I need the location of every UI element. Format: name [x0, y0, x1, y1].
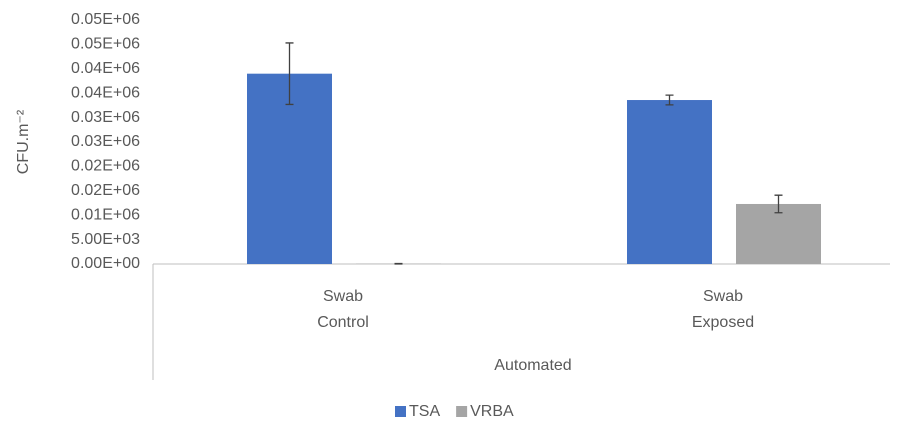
error-bar: [774, 194, 783, 214]
error-bar: [285, 42, 294, 106]
y-tick-label: 0.00E+00: [71, 255, 140, 272]
x-tick-label: Control: [317, 314, 369, 331]
y-tick-label: 0.01E+06: [71, 206, 140, 223]
y-axis-label: CFU.m⁻²: [15, 109, 32, 174]
x-tick-label: Swab: [703, 288, 743, 305]
y-tick-label: 5.00E+03: [71, 231, 140, 248]
y-tick-label: 0.04E+06: [71, 84, 140, 101]
error-bar: [665, 94, 674, 106]
x-tick-label: Swab: [323, 288, 363, 305]
legend-label: VRBA: [470, 403, 514, 420]
group-label: Automated: [494, 357, 571, 374]
bar: [627, 100, 712, 264]
y-tick-label: 0.03E+06: [71, 133, 140, 150]
legend-swatch: [456, 406, 468, 417]
y-tick-label: 0.03E+06: [71, 109, 140, 126]
bar: [247, 73, 332, 265]
y-tick-label: 0.05E+06: [71, 36, 140, 53]
y-tick-label: 0.05E+06: [71, 11, 140, 28]
x-tick-label: Exposed: [692, 314, 754, 331]
y-tick-label: 0.02E+06: [71, 158, 140, 175]
legend-label: TSA: [409, 403, 440, 420]
y-tick-label: 0.02E+06: [71, 182, 140, 199]
bar: [736, 203, 821, 264]
y-tick-label: 0.04E+06: [71, 60, 140, 77]
legend-swatch: [395, 406, 406, 417]
